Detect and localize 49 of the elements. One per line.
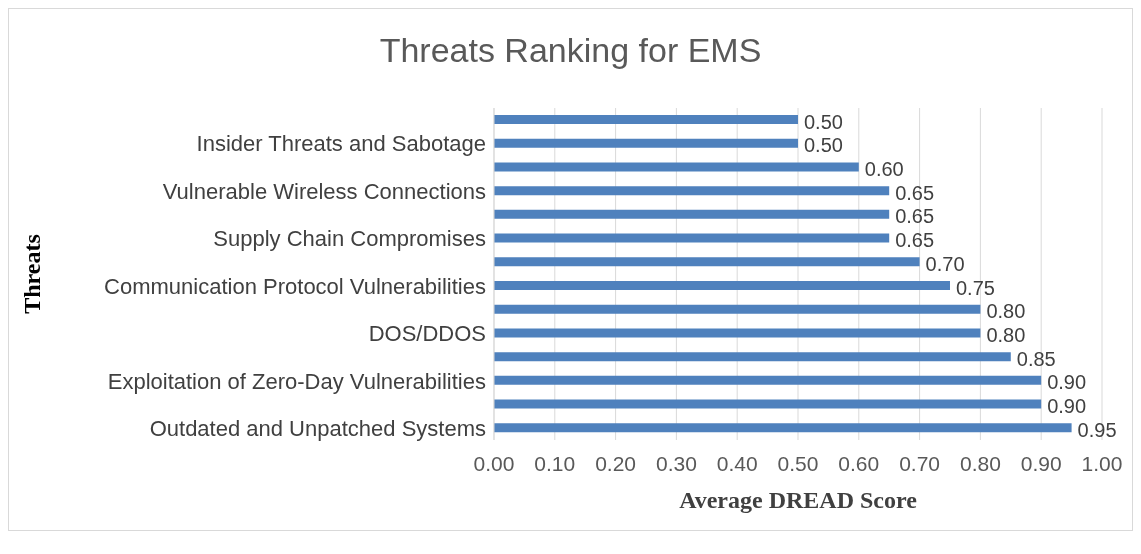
x-tick-label: 0.40 — [716, 451, 758, 475]
x-tick-label: 0.90 — [1020, 451, 1062, 475]
data-label: 0.90 — [1047, 395, 1087, 418]
y-tick-label: Vulnerable Wireless Connections — [162, 178, 486, 204]
bar — [494, 209, 890, 219]
x-tick-label: 0.60 — [838, 451, 880, 475]
bar — [494, 375, 1042, 385]
x-tick-label: 0.50 — [777, 451, 819, 475]
bar — [494, 281, 950, 290]
data-label: 0.85 — [1016, 347, 1056, 370]
bar — [494, 186, 890, 196]
bar — [494, 423, 1072, 433]
data-label: 0.60 — [864, 157, 904, 180]
bar — [494, 257, 920, 267]
y-tick-label: Insider Threats and Sabotage — [196, 131, 486, 157]
bar — [494, 138, 798, 148]
y-tick-label: Supply Chain Compromises — [213, 226, 486, 252]
x-axis-title: Average DREAD Score — [679, 487, 918, 513]
data-label: 0.70 — [925, 252, 965, 275]
x-tick-label: 0.00 — [473, 451, 515, 475]
y-tick-label: Exploitation of Zero-Day Vulnerabilities — [107, 368, 486, 394]
y-tick-label: Outdated and Unpatched Systems — [149, 415, 486, 441]
data-label: 0.50 — [804, 110, 843, 133]
bar — [494, 233, 890, 243]
bar — [494, 352, 1011, 362]
data-label: 0.80 — [986, 323, 1026, 346]
x-tick-label: 0.70 — [899, 451, 941, 475]
data-label: 0.65 — [895, 181, 935, 204]
bar — [494, 115, 798, 124]
x-tick-label: 0.30 — [655, 451, 697, 475]
data-label: 0.75 — [956, 276, 995, 299]
x-tick-label: 1.00 — [1081, 451, 1123, 475]
chart-title: Threats Ranking for EMS — [378, 31, 763, 70]
y-tick-label: Communication Protocol Vulnerabilities — [104, 273, 486, 299]
bar — [494, 162, 859, 172]
data-label: 0.65 — [895, 229, 935, 252]
bar — [494, 399, 1042, 409]
data-label: 0.80 — [986, 300, 1026, 323]
y-axis-title: Threats — [18, 234, 45, 314]
bar — [494, 304, 981, 314]
x-tick-label: 0.20 — [595, 451, 637, 475]
y-tick-label: DOS/DDOS — [368, 321, 486, 347]
x-tick-label: 0.80 — [959, 451, 1001, 475]
x-tick-label: 0.10 — [534, 451, 576, 475]
bar — [494, 328, 981, 338]
data-label: 0.90 — [1047, 371, 1087, 394]
data-label: 0.95 — [1077, 418, 1117, 441]
data-label: 0.50 — [804, 134, 843, 157]
data-label: 0.65 — [895, 205, 935, 228]
